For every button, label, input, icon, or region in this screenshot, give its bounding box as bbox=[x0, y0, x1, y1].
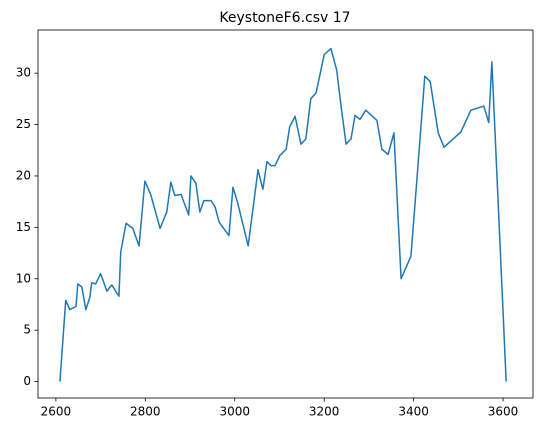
data-line bbox=[59, 47, 507, 382]
x-tick-label: 2600 bbox=[41, 405, 72, 419]
y-tick-label: 5 bbox=[23, 323, 31, 337]
chart-title: KeystoneF6.csv 17 bbox=[219, 10, 350, 26]
y-tick-label: 25 bbox=[16, 117, 31, 131]
x-tick-label: 3600 bbox=[488, 405, 519, 419]
y-tick-label: 15 bbox=[16, 220, 31, 234]
x-tick-label: 3200 bbox=[309, 405, 340, 419]
x-tick-label: 3000 bbox=[219, 405, 250, 419]
y-tick-label: 0 bbox=[23, 374, 31, 388]
y-tick-label: 30 bbox=[16, 66, 31, 80]
y-tick-label: 20 bbox=[16, 168, 31, 182]
x-tick-label: 3400 bbox=[398, 405, 429, 419]
plot-frame bbox=[37, 29, 534, 399]
x-tick-label: 2800 bbox=[130, 405, 161, 419]
y-tick-label: 10 bbox=[16, 271, 31, 285]
